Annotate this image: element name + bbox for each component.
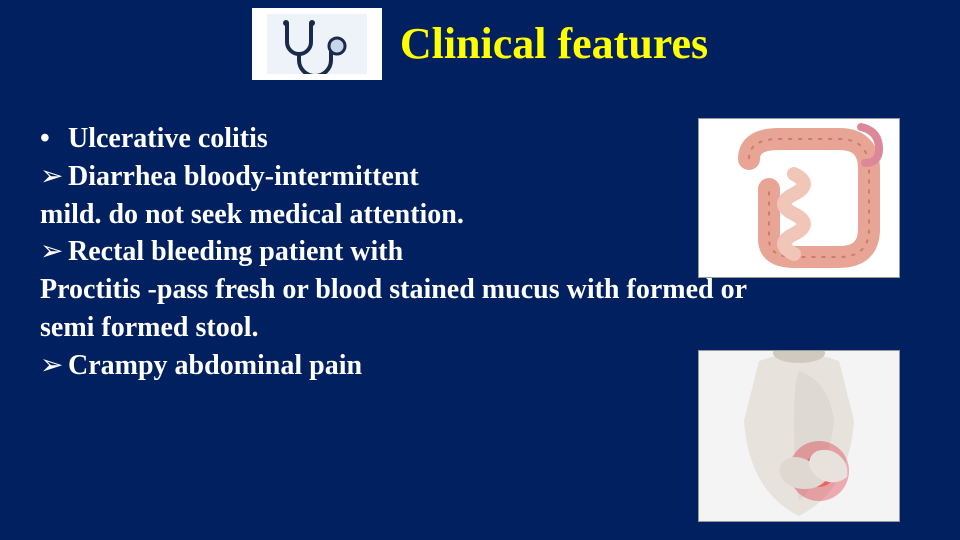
slide-title: Clinical features [400, 22, 708, 66]
body-line-text: Proctitis -pass fresh or blood stained m… [40, 274, 747, 305]
stethoscope-svg-icon [262, 14, 372, 74]
abdominal-pain-image [698, 350, 900, 522]
title-row: Clinical features [0, 8, 960, 80]
body-line: semi formed stool. [40, 309, 930, 347]
body-line-text: semi formed stool. [40, 312, 259, 343]
abdominal-pain-svg-icon [699, 351, 899, 521]
body-line-text: mild. do not seek medical attention. [40, 199, 464, 230]
bullet-text: Ulcerative colitis [68, 123, 268, 154]
slide: Clinical features Ulcerative colitis Dia… [0, 0, 960, 540]
digestive-tract-svg-icon [699, 119, 899, 277]
bullet-text: Crampy abdominal pain [68, 350, 362, 381]
stethoscope-icon [252, 8, 382, 80]
digestive-tract-image [698, 118, 900, 278]
bullet-text: Diarrhea bloody-intermittent [68, 161, 419, 192]
bullet-text: Rectal bleeding patient with [68, 236, 403, 267]
